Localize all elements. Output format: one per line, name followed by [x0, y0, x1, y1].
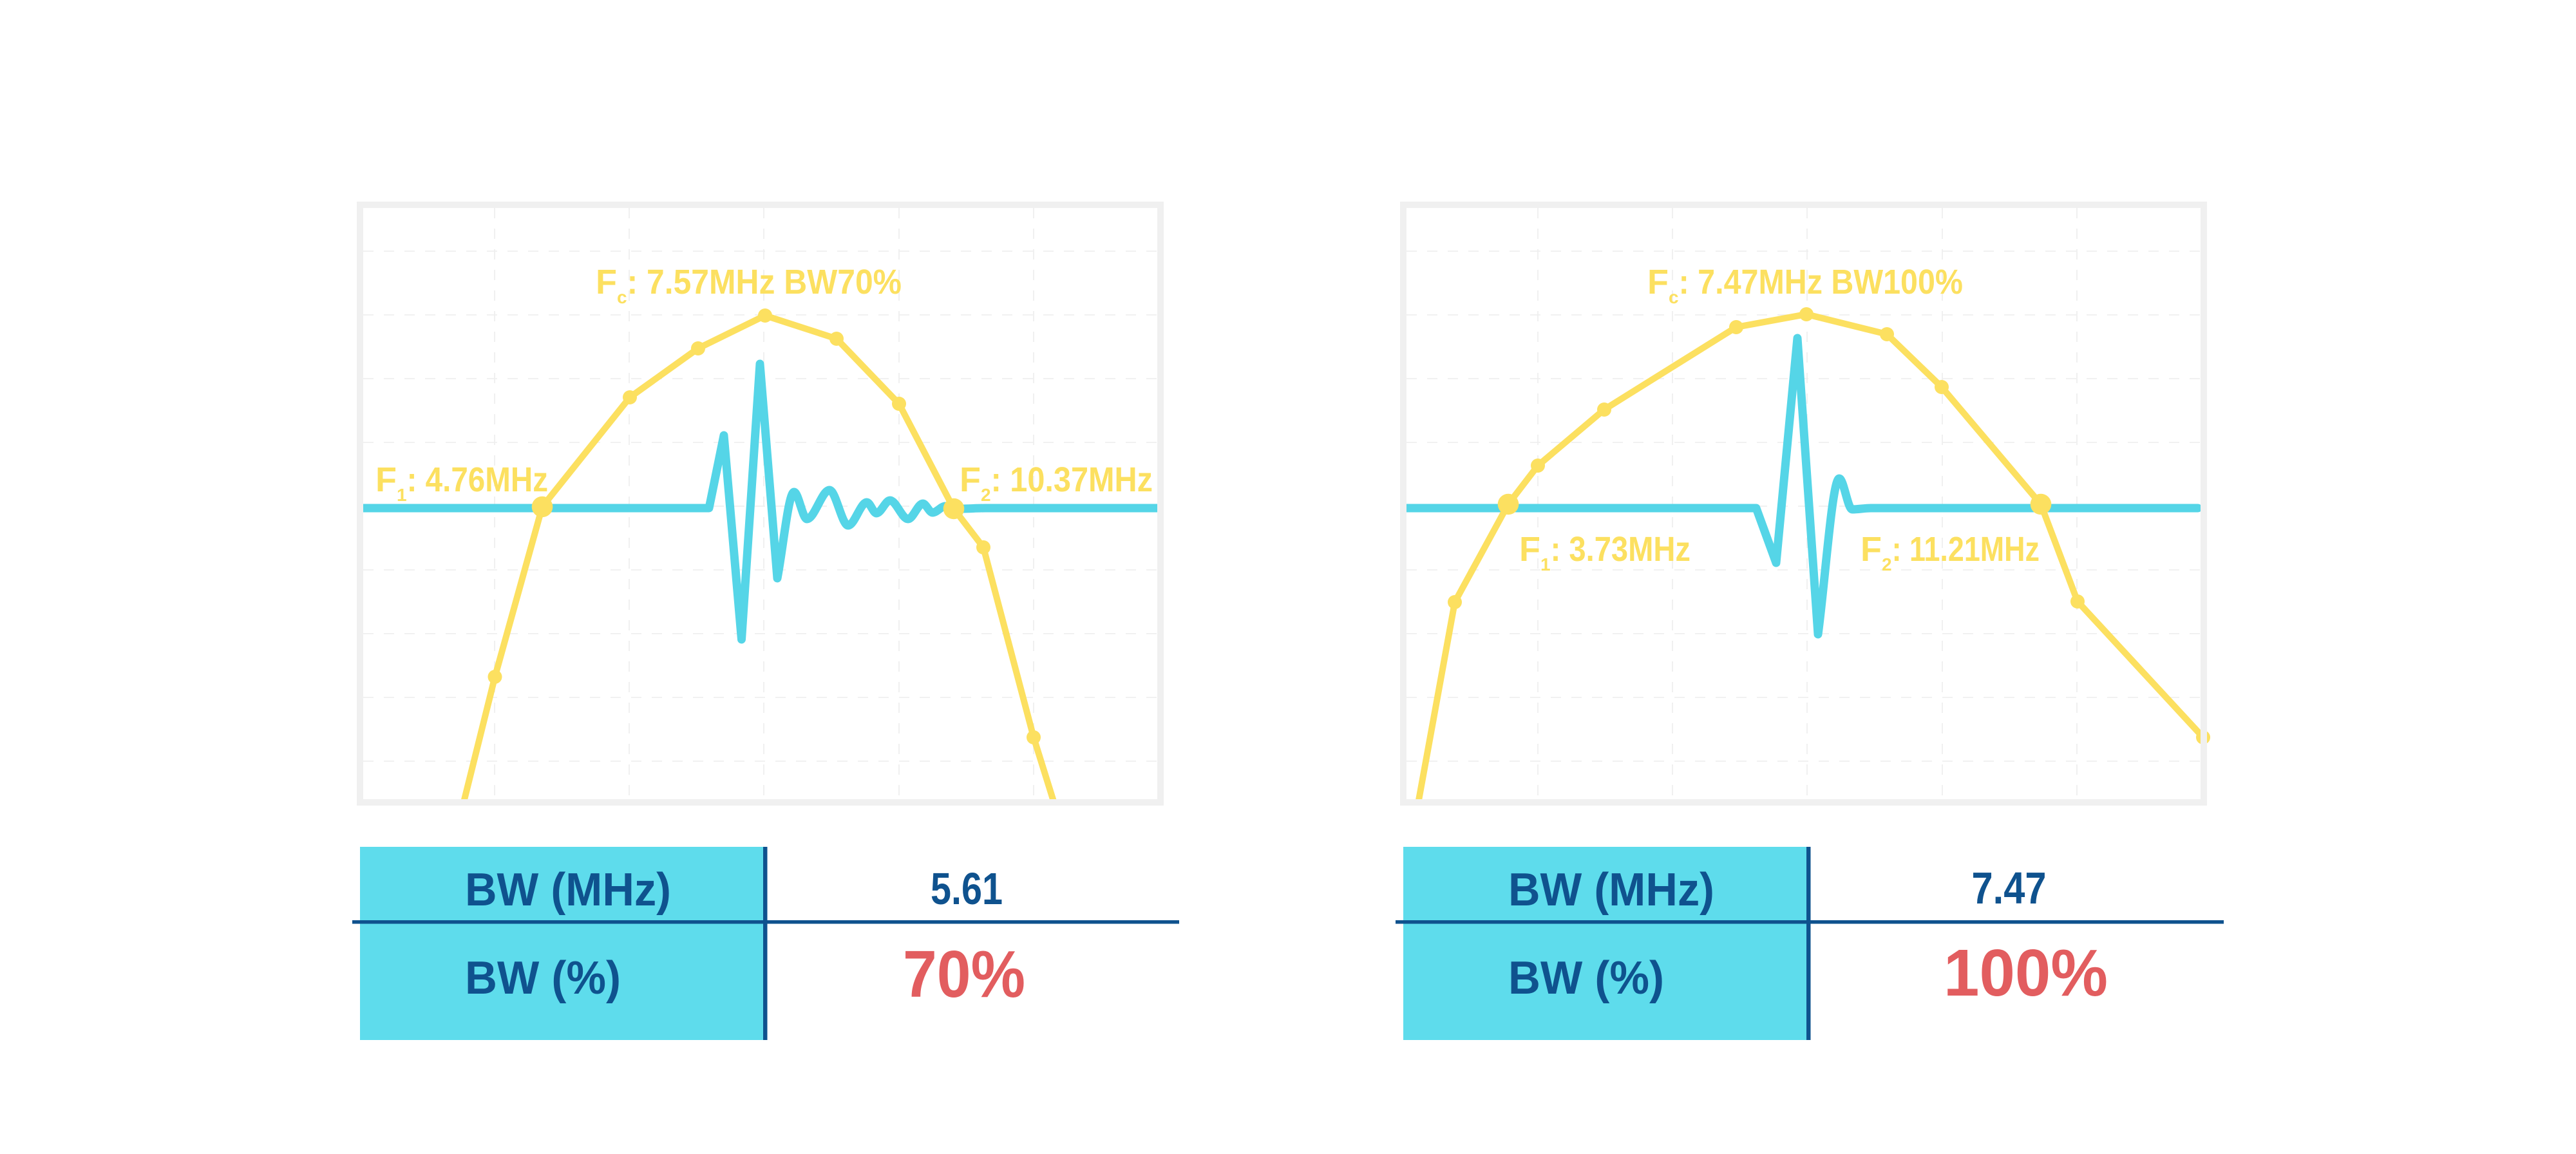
svg-text:1: 1 — [397, 485, 407, 505]
svg-text:: 10.37MHz: : 10.37MHz — [991, 460, 1153, 499]
svg-text:1: 1 — [1540, 554, 1551, 574]
svg-text:F: F — [1647, 263, 1669, 301]
svg-text:c: c — [1669, 287, 1679, 307]
svg-text:: 7.47MHz BW100%: : 7.47MHz BW100% — [1679, 263, 1963, 301]
svg-text:BW (MHz): BW (MHz) — [1508, 864, 1714, 916]
svg-text:F: F — [1861, 530, 1882, 569]
svg-text:2: 2 — [981, 485, 991, 505]
svg-text:: 7.57MHz BW70%: : 7.57MHz BW70% — [627, 263, 902, 301]
svg-text:c: c — [617, 287, 627, 307]
svg-text:BW (MHz): BW (MHz) — [465, 864, 671, 916]
svg-text:70%: 70% — [903, 937, 1025, 1011]
svg-text:5.61: 5.61 — [931, 864, 1003, 914]
svg-text:F: F — [375, 460, 397, 499]
svg-text:F: F — [596, 263, 617, 301]
svg-text:: 11.21MHz: : 11.21MHz — [1892, 530, 2040, 569]
svg-text:F: F — [960, 460, 981, 499]
svg-text:: 4.76MHz: : 4.76MHz — [407, 460, 548, 499]
svg-text:: 3.73MHz: : 3.73MHz — [1551, 530, 1690, 569]
svg-text:100%: 100% — [1944, 936, 2108, 1010]
svg-text:BW (%): BW (%) — [1508, 952, 1664, 1004]
svg-text:7.47: 7.47 — [1972, 863, 2047, 913]
svg-text:2: 2 — [1882, 554, 1892, 574]
svg-text:F: F — [1519, 530, 1540, 569]
svg-text:BW (%): BW (%) — [465, 952, 621, 1004]
